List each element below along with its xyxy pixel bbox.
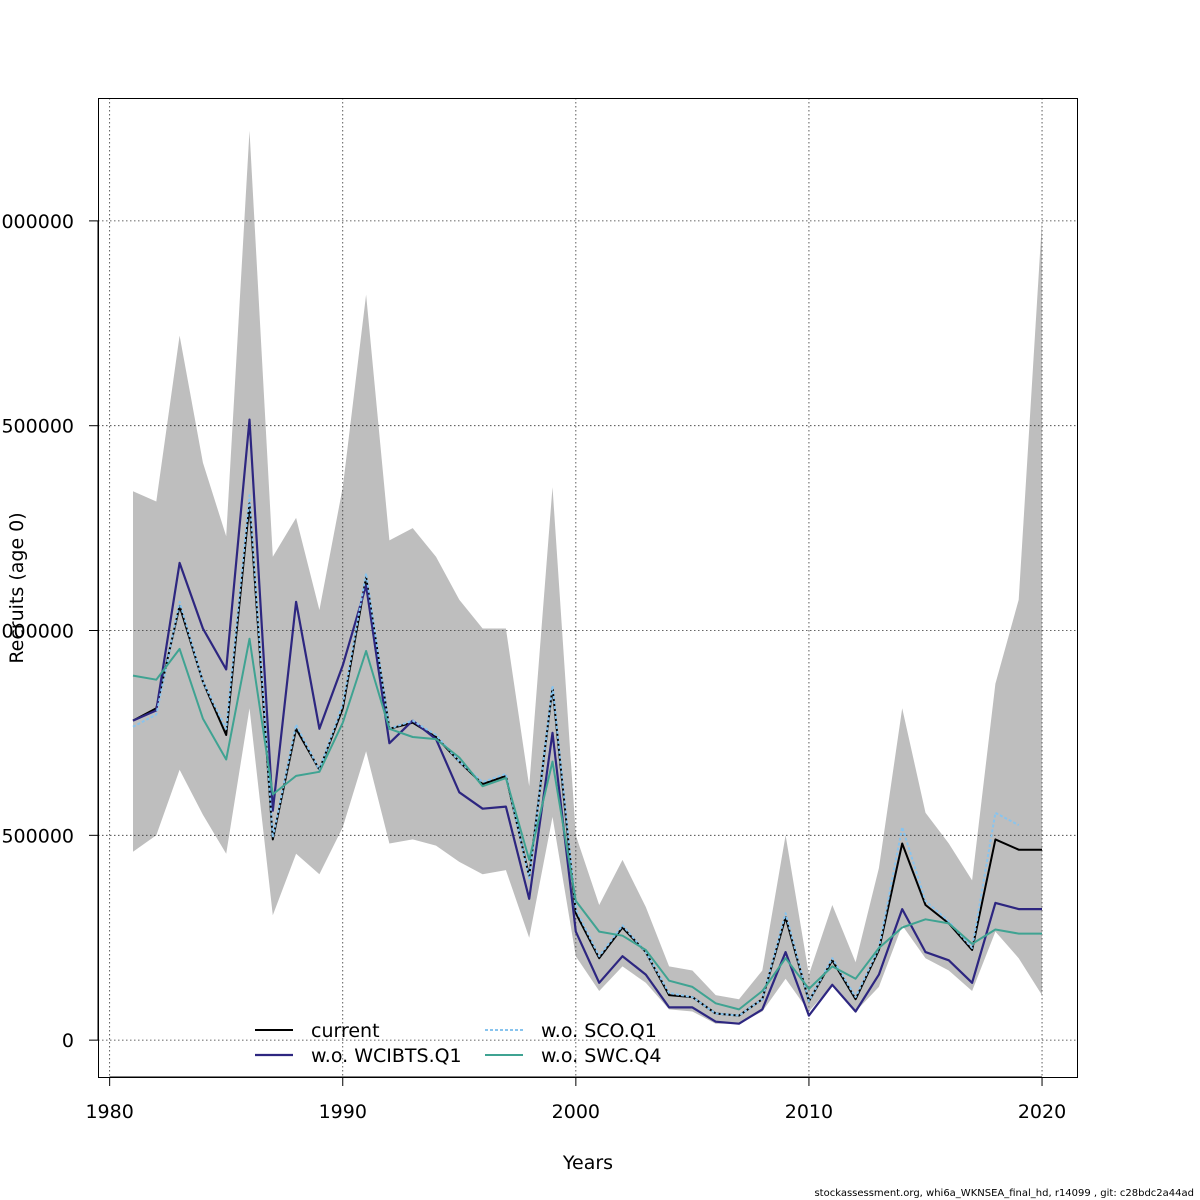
confidence-band-layer: [133, 130, 1042, 1024]
x-tick-label: 2000: [552, 1101, 600, 1123]
x-tick-label: 1980: [85, 1101, 133, 1123]
y-tick-label: 0: [62, 1030, 74, 1052]
y-tick-label: 1000000: [0, 621, 74, 643]
x-tick-label: 2020: [1018, 1101, 1066, 1123]
y-axis-label: Recruits (age 0): [6, 512, 28, 663]
x-tick-label: 1990: [319, 1101, 367, 1123]
y-axis: 0 500000 1000000 1500000 2000000: [0, 211, 99, 1052]
y-tick-label: 2000000: [0, 211, 74, 233]
series-line-1: [132, 418, 1042, 1025]
legend: current w.o. WCIBTS.Q1 w.o. SCO.Q1 w.o. SWC…: [255, 1020, 661, 1067]
legend-label-3: w.o. SWC.Q4: [541, 1045, 661, 1067]
legend-label-1: w.o. WCIBTS.Q1: [311, 1045, 462, 1067]
legend-label-0: current: [311, 1020, 380, 1042]
confidence-band: [133, 130, 1042, 1024]
series-line-2: [132, 494, 1020, 1017]
legend-label-2: w.o. SCO.Q1: [541, 1020, 657, 1042]
series-line-3: [132, 637, 1042, 1011]
series-layer: [132, 418, 1042, 1025]
x-axis: 1980 1990 2000 2010 2020: [85, 1076, 1066, 1123]
y-tick-label: 1500000: [0, 416, 74, 438]
footer-note: stockassessment.org, whi6a_WKNSEA_final_…: [814, 1188, 1194, 1199]
grid-layer: [98, 98, 1077, 1077]
y-tick-label: 500000: [1, 825, 74, 847]
x-axis-label: Years: [562, 1152, 613, 1174]
x-tick-label: 2010: [785, 1101, 833, 1123]
